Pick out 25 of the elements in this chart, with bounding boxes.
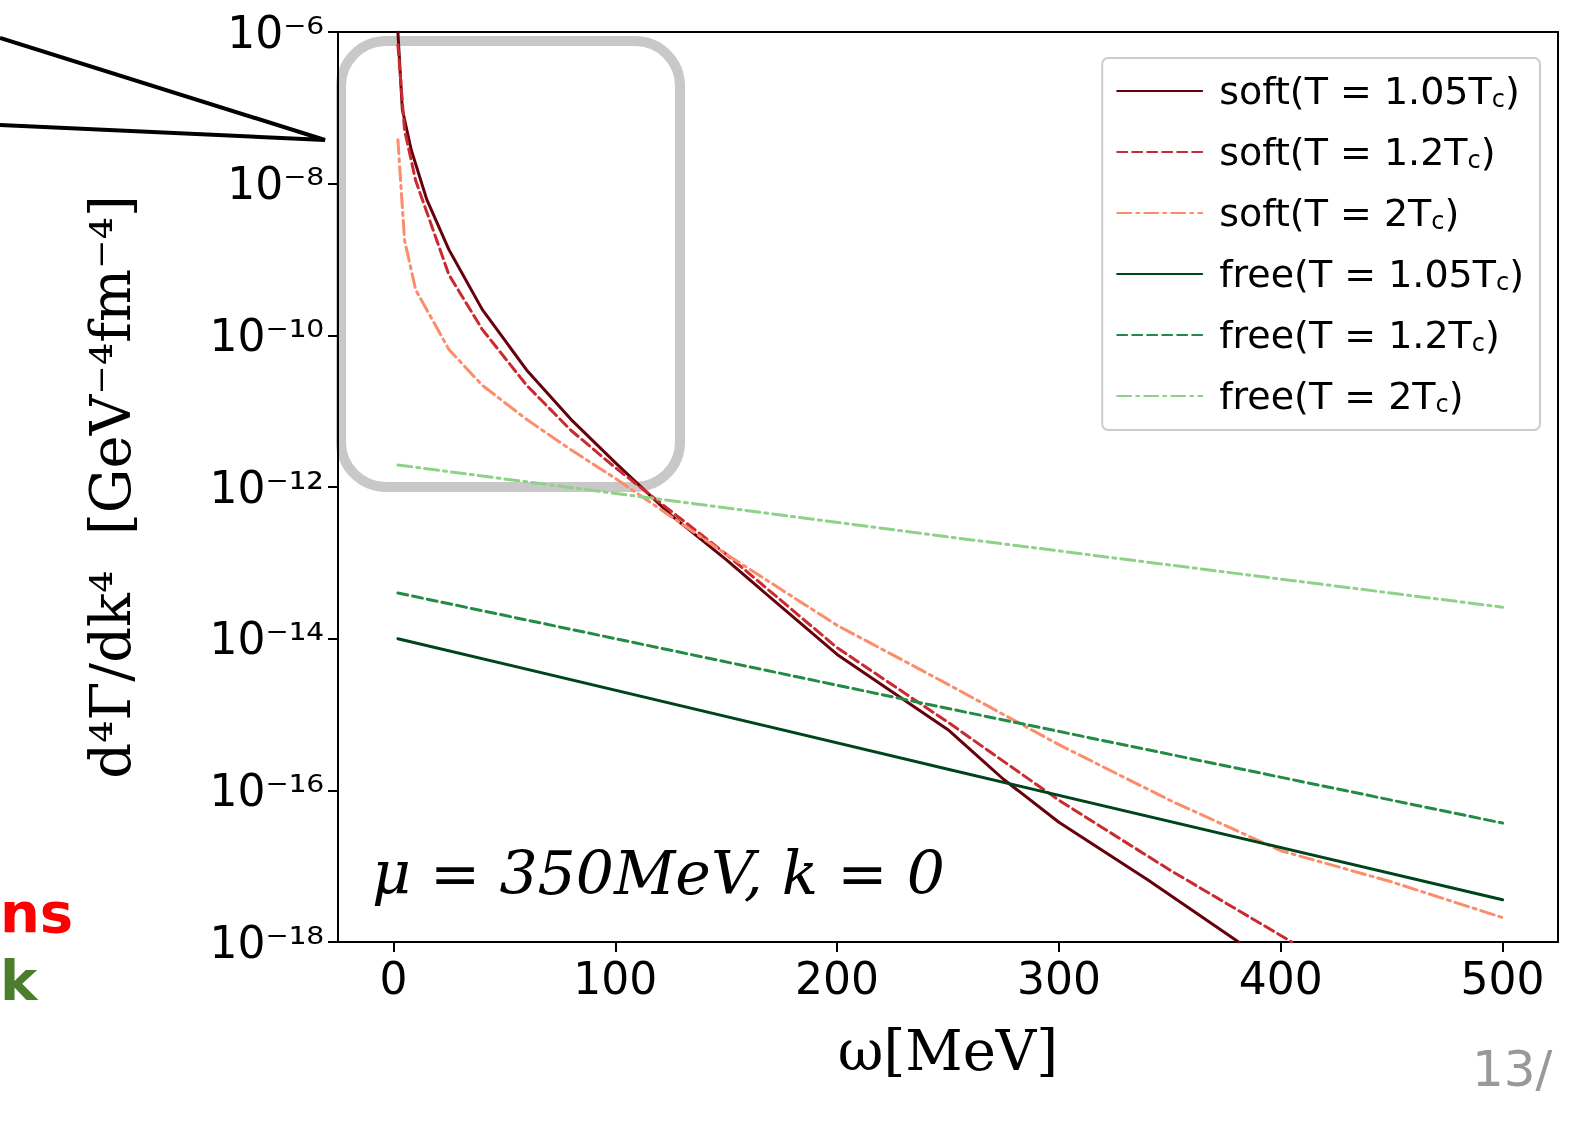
x-tick-label: 500 bbox=[1460, 952, 1545, 1004]
x-tick-label: 200 bbox=[795, 952, 880, 1004]
y-tick-label: 10⁻¹² bbox=[209, 461, 324, 513]
text: ns bbox=[0, 880, 74, 945]
x-tick-label: 300 bbox=[1016, 952, 1101, 1004]
legend-label: free(T = 1.05Tc) bbox=[1219, 252, 1524, 296]
text: k bbox=[0, 948, 38, 1013]
legend-label: soft(T = 2Tc) bbox=[1219, 191, 1460, 235]
y-tick-label: 10⁻¹⁶ bbox=[209, 764, 324, 816]
y-tick-label: 10⁻¹⁰ bbox=[209, 309, 324, 361]
y-tick-label: 10⁻⁸ bbox=[227, 158, 324, 210]
x-axis-title: ω[MeV] bbox=[837, 1017, 1059, 1083]
legend-label: soft(T = 1.2Tc) bbox=[1219, 130, 1496, 174]
x-tick-label: 100 bbox=[573, 952, 658, 1004]
y-tick-label: 10⁻¹⁸ bbox=[209, 916, 324, 968]
legend-label: free(T = 2Tc) bbox=[1219, 374, 1464, 418]
legend-label: free(T = 1.2Tc) bbox=[1219, 313, 1500, 357]
text: 13/ bbox=[1472, 1040, 1553, 1098]
annotation: μ = 350MeV, k = 0 bbox=[372, 838, 945, 908]
x-tick-label: 400 bbox=[1238, 952, 1323, 1004]
y-tick-label: 10⁻¹⁴ bbox=[209, 613, 324, 665]
legend-label: soft(T = 1.05Tc) bbox=[1219, 69, 1520, 113]
x-tick-label: 0 bbox=[379, 952, 408, 1004]
y-tick-label: 10⁻⁶ bbox=[227, 6, 324, 58]
y-axis-title: d⁴Γ/dk⁴ [GeV⁻⁴fm⁻⁴] bbox=[77, 195, 143, 779]
